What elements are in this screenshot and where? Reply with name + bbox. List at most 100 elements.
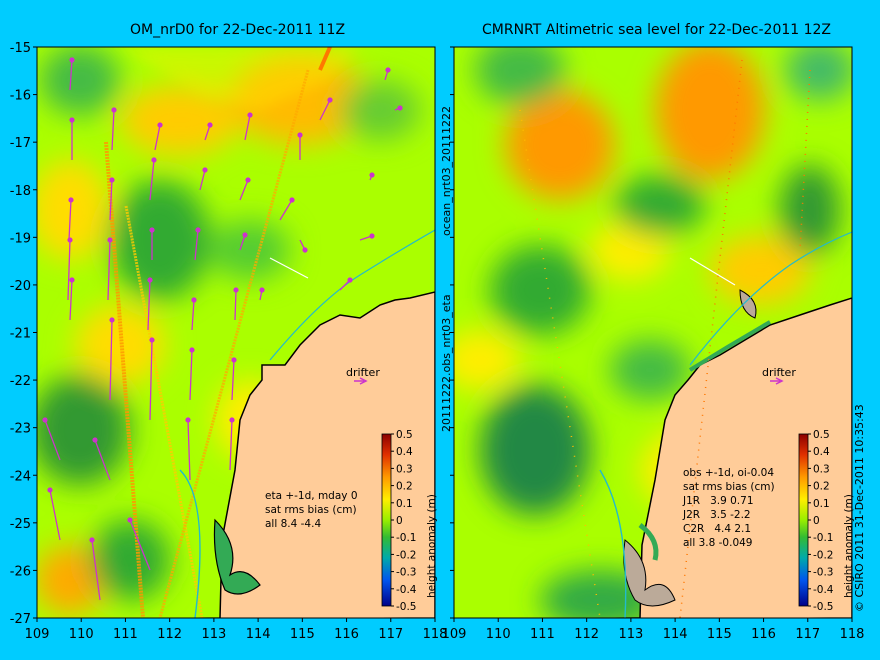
right-panel-title: CMRNRT Altimetric sea level for 22-Dec-2… (482, 22, 832, 38)
velocity-arrow (149, 157, 157, 201)
velocity-arrow (384, 67, 391, 81)
left-colorbar-tick: 0.5 (396, 429, 413, 441)
left-y-tick-label: -21 (10, 327, 31, 342)
velocity-arrow (231, 357, 237, 401)
right-colorbar-tick: 0 (813, 515, 820, 527)
left-y-tick-label: -15 (10, 41, 31, 56)
right-info-line-3: J1R 3.9 0.71 (682, 495, 754, 507)
velocity-arrow (111, 107, 117, 151)
left-x-tick-label: 111 (113, 627, 138, 642)
velocity-arrow (339, 277, 353, 291)
velocity-arrow (239, 232, 248, 251)
velocity-arrow (319, 97, 333, 121)
velocity-arrow (189, 347, 195, 401)
velocity-arrow (191, 297, 197, 331)
right-colorbar-tick: 0.4 (813, 446, 830, 458)
left-y-tick-label: -27 (10, 612, 31, 627)
left-x-tick-label: 114 (246, 627, 271, 642)
right-x-tick-label: 117 (795, 627, 820, 642)
left-y-tick-label: -23 (10, 422, 31, 437)
right-info-line-1: obs +-1d, oi-0.04 (683, 467, 774, 479)
velocity-arrow (68, 197, 74, 241)
velocity-arrow (299, 239, 308, 253)
velocity-arrow (204, 122, 213, 141)
left-colorbar-tick: -0.2 (396, 549, 417, 561)
velocity-arrow (42, 417, 61, 461)
left-colorbar-tick: -0.5 (396, 601, 417, 613)
right-info-box: obs +-1d, oi-0.04 sat rms bias (cm) J1R … (682, 467, 775, 549)
velocity-arrow (279, 197, 295, 221)
right-colorbar-gradient (798, 433, 809, 607)
left-drifter: drifter (346, 366, 380, 385)
left-y-tick-label: -16 (10, 89, 31, 104)
velocity-arrow (107, 237, 113, 301)
left-panel-title: OM_nrD0 for 22-Dec-2011 11Z (130, 22, 346, 38)
left-map: drifter eta +-1d, mday 0 sat rms bias (c… (37, 47, 435, 618)
left-colorbar-tick: 0.4 (396, 446, 413, 458)
left-x-tick-label: 115 (290, 627, 315, 642)
left-colorbar-tick: 0.3 (396, 463, 413, 475)
left-colorbar-tick: 0.2 (396, 481, 413, 493)
velocity-arrow (154, 122, 163, 151)
left-colorbar-tick: -0.3 (396, 567, 417, 579)
right-map: drifter obs +-1d, oi-0.04 sat rms bias (… (454, 47, 852, 618)
left-y-tick-label: -26 (10, 564, 31, 579)
velocity-arrow (147, 277, 153, 331)
velocity-arrow (149, 337, 155, 421)
left-info-line-2: sat rms bias (cm) (265, 504, 357, 516)
left-y-tick-label: -22 (10, 374, 31, 389)
left-y-tick-label: -20 (10, 279, 31, 294)
velocity-arrow (92, 437, 111, 481)
left-colorbar-tick: 0.1 (396, 498, 413, 510)
left-drifter-label: drifter (346, 366, 380, 379)
left-x-tick-label: 117 (378, 627, 403, 642)
velocity-arrow (127, 517, 151, 571)
velocity-arrow (109, 177, 115, 221)
velocity-arrow (194, 227, 201, 261)
left-info-box: eta +-1d, mday 0 sat rms bias (cm) all 8… (265, 490, 358, 530)
left-y-tick-label: -25 (10, 517, 31, 532)
left-x-tick-label: 112 (157, 627, 182, 642)
right-colorbar-tick: 0.2 (813, 481, 830, 493)
right-colorbar-tick: 0.5 (813, 429, 830, 441)
velocity-arrow (69, 57, 75, 91)
right-info-line-2: sat rms bias (cm) (683, 481, 775, 493)
right-x-tick-label: 118 (840, 627, 865, 642)
velocity-arrow (185, 417, 191, 481)
right-colorbar: 0.5 0.4 0.3 0.2 0.1 0 -0.1 -0.2 -0.3 -0.4 -0.5 heig… (798, 429, 855, 613)
left-colorbar-tick: -0.1 (396, 532, 417, 544)
velocity-arrow (239, 177, 251, 201)
left-colorbar-tick: 0 (396, 515, 403, 527)
right-info-line-6: all 3.8 -0.049 (683, 537, 753, 549)
right-colorbar-tick: -0.5 (813, 601, 834, 613)
left-colorbar-label: height anomaly (m) (426, 494, 438, 598)
left-colorbar-gradient (381, 433, 392, 607)
velocity-arrow (244, 112, 253, 141)
right-info-line-4: J2R 3.5 -2.2 (682, 509, 751, 521)
right-x-tick-label: 112 (574, 627, 599, 642)
velocity-arrow (89, 537, 101, 601)
left-x-tick-label: 110 (69, 627, 94, 642)
right-colorbar-tick: 0.1 (813, 498, 830, 510)
left-info-line-3: all 8.4 -4.4 (265, 518, 321, 530)
left-x-tick-label: 113 (201, 627, 226, 642)
right-x-tick-label: 109 (442, 627, 467, 642)
velocity-arrows (42, 57, 403, 601)
velocity-arrow (359, 233, 375, 241)
right-colorbar-tick: -0.3 (813, 567, 834, 579)
right-x-tick-label: 114 (663, 627, 688, 642)
velocity-arrow (229, 417, 235, 471)
velocity-arrow (259, 287, 265, 301)
right-axes: 109 110 111 112 113 114 115 116 117 118 (442, 46, 865, 642)
right-x-tick-label: 115 (707, 627, 732, 642)
right-x-tick-label: 111 (530, 627, 555, 642)
velocity-arrow (369, 172, 375, 181)
left-y-tick-label: -17 (10, 136, 31, 151)
left-colorbar: 0.5 0.4 0.3 0.2 0.1 0 -0.1 -0.2 -0.3 -0.4 -0.5 heig… (381, 429, 438, 613)
left-y-tick-label: -24 (10, 469, 31, 484)
right-x-tick-label: 116 (751, 627, 776, 642)
left-x-tick-label: 118 (423, 627, 448, 642)
right-drifter: drifter (762, 366, 796, 385)
velocity-arrow (69, 277, 75, 321)
